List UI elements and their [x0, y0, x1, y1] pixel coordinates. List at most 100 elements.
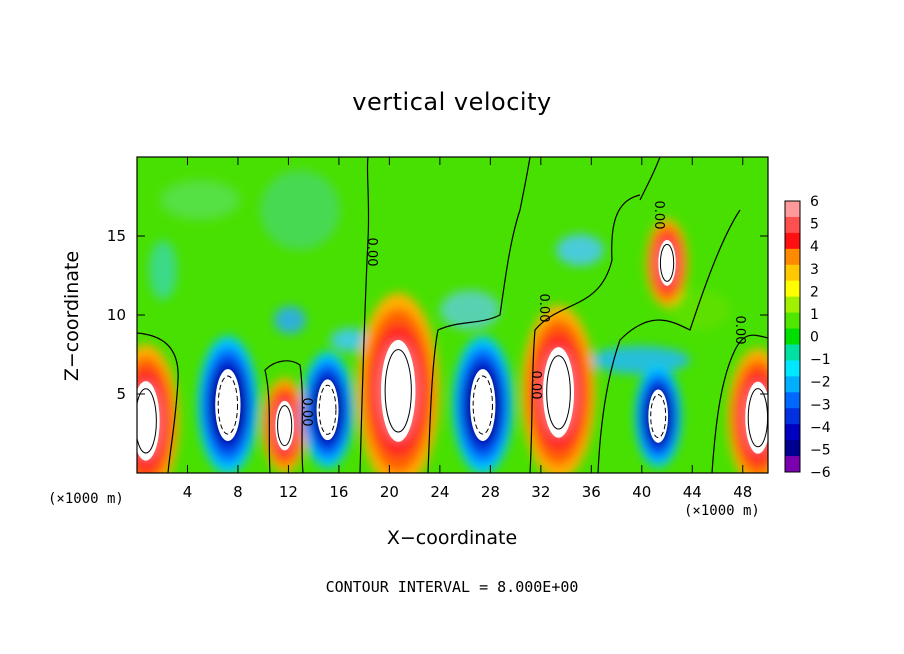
velocity-field: [137, 157, 768, 473]
contour-label: 0.00: [732, 316, 747, 345]
y-tick-label: 5: [116, 385, 126, 403]
colorbar-tick-label: −5: [810, 442, 831, 458]
x-tick-label: 4: [183, 483, 193, 501]
colorbar-tick-label: 0: [810, 330, 819, 346]
contour-labels: 0.00 0.00 0.00 0.00 0.00 0.00: [299, 201, 747, 427]
cell-core: [658, 239, 676, 286]
contour-interval-text: CONTOUR INTERVAL = 8.000E+00: [325, 578, 579, 596]
cell-contour: [384, 349, 412, 433]
colorbar-swatch: [785, 280, 800, 298]
contour-label: 0.00: [364, 238, 379, 267]
colorbar-tick-label: 1: [810, 307, 819, 323]
cell-core: [542, 347, 575, 438]
zero-contour-1: [264, 360, 304, 473]
zero-contour-2: [359, 157, 370, 473]
chart-title: vertical velocity: [352, 88, 552, 116]
colorbar-swatch: [785, 201, 800, 218]
field-patch: [670, 290, 730, 330]
colorbar-swatch: [785, 440, 800, 457]
colorbar-swatch: [785, 328, 800, 345]
field-patch: [274, 306, 306, 334]
colorbar-swatch: [785, 232, 800, 250]
zero-contour-5: [597, 209, 741, 473]
x-tick-label: 16: [329, 483, 348, 501]
field-patch: [440, 290, 500, 330]
x-tick-label: 32: [531, 483, 550, 501]
x-tick-label: 8: [233, 483, 243, 501]
colorbar-swatch: [785, 264, 800, 282]
colorbar-tick-label: −6: [810, 465, 831, 481]
cell-core: [648, 389, 669, 443]
cell-core: [470, 369, 496, 442]
zero-contour-3: [427, 157, 531, 473]
colorbar-tick-label: 3: [810, 262, 819, 278]
zero-contour-6: [639, 157, 661, 201]
cell-contour: [318, 384, 337, 435]
zero-contour-4: [529, 194, 641, 473]
colorbar-tick-label: −2: [810, 375, 831, 391]
x-tick-label: 48: [733, 483, 752, 501]
colorbar-swatch: [785, 376, 800, 393]
colorbar-swatch: [785, 408, 800, 425]
x-tick-label: 12: [279, 483, 298, 501]
contour-label: 0.00: [651, 201, 666, 230]
x-tick-label: 40: [632, 483, 651, 501]
x-tick-label: 36: [582, 483, 601, 501]
field-patch: [590, 346, 690, 374]
field-patch: [556, 234, 604, 266]
colorbar-swatch: [785, 248, 800, 266]
colorbar-swatch: [785, 296, 800, 314]
cell-core: [316, 379, 339, 441]
field-patch: [149, 240, 177, 300]
contour-lines: [137, 157, 768, 473]
cell-core: [745, 381, 768, 454]
colorbar-frame: [784, 200, 801, 473]
colorbar-tick-label: 6: [810, 194, 819, 210]
cell-core: [215, 369, 241, 442]
x-unit-label-right: (×1000 m): [684, 503, 760, 519]
colorbar-swatch: [785, 456, 800, 473]
colorbar-tick-label: 4: [810, 239, 819, 255]
colorbar-swatch: [785, 424, 800, 441]
colorbar-swatch: [785, 216, 800, 234]
cell-core: [381, 339, 416, 442]
x-unit-label-left: (×1000 m): [48, 491, 124, 507]
contour-label: 0.00: [536, 294, 551, 323]
colorbar-swatch: [785, 344, 800, 361]
cell-core: [275, 400, 294, 451]
cell-contour: [472, 375, 493, 435]
cell-contour: [546, 355, 571, 430]
cell-core: [137, 381, 160, 461]
colorbar-tick-label: −4: [810, 420, 831, 436]
zero-contour-0: [137, 332, 179, 473]
colorbar-swatch: [785, 360, 800, 377]
contour-label: 0.00: [299, 398, 314, 427]
colorbar-tick-label: 2: [810, 284, 819, 300]
colorbar: 6 5 4 3 2 1 0 −1 −2 −3 −4 −5 −6: [784, 194, 831, 481]
field-patch: [330, 328, 370, 352]
colorbar-tick-label: 5: [810, 217, 819, 233]
x-tick-label: 44: [683, 483, 702, 501]
cell-contour: [659, 243, 675, 282]
field-patch: [260, 170, 340, 250]
cell-contour: [650, 394, 667, 439]
colorbar-tick-label: −1: [810, 352, 831, 368]
y-tick-label: 10: [107, 306, 126, 324]
cell-contour: [217, 375, 239, 435]
cell-contour: [277, 405, 293, 447]
contour-label: 0.00: [528, 371, 543, 400]
colorbar-tick-label: −3: [810, 397, 831, 413]
field-patch: [160, 180, 240, 220]
zero-contour-7: [711, 334, 768, 473]
colorbar-swatch: [785, 392, 800, 409]
colorbar-swatch: [785, 312, 800, 330]
x-tick-label: 20: [380, 483, 399, 501]
x-tick-label: 24: [430, 483, 449, 501]
x-axis-label: X−coordinate: [386, 527, 518, 549]
x-tick-label: 28: [481, 483, 500, 501]
cell-contour: [137, 388, 157, 454]
y-tick-label: 15: [107, 227, 126, 245]
